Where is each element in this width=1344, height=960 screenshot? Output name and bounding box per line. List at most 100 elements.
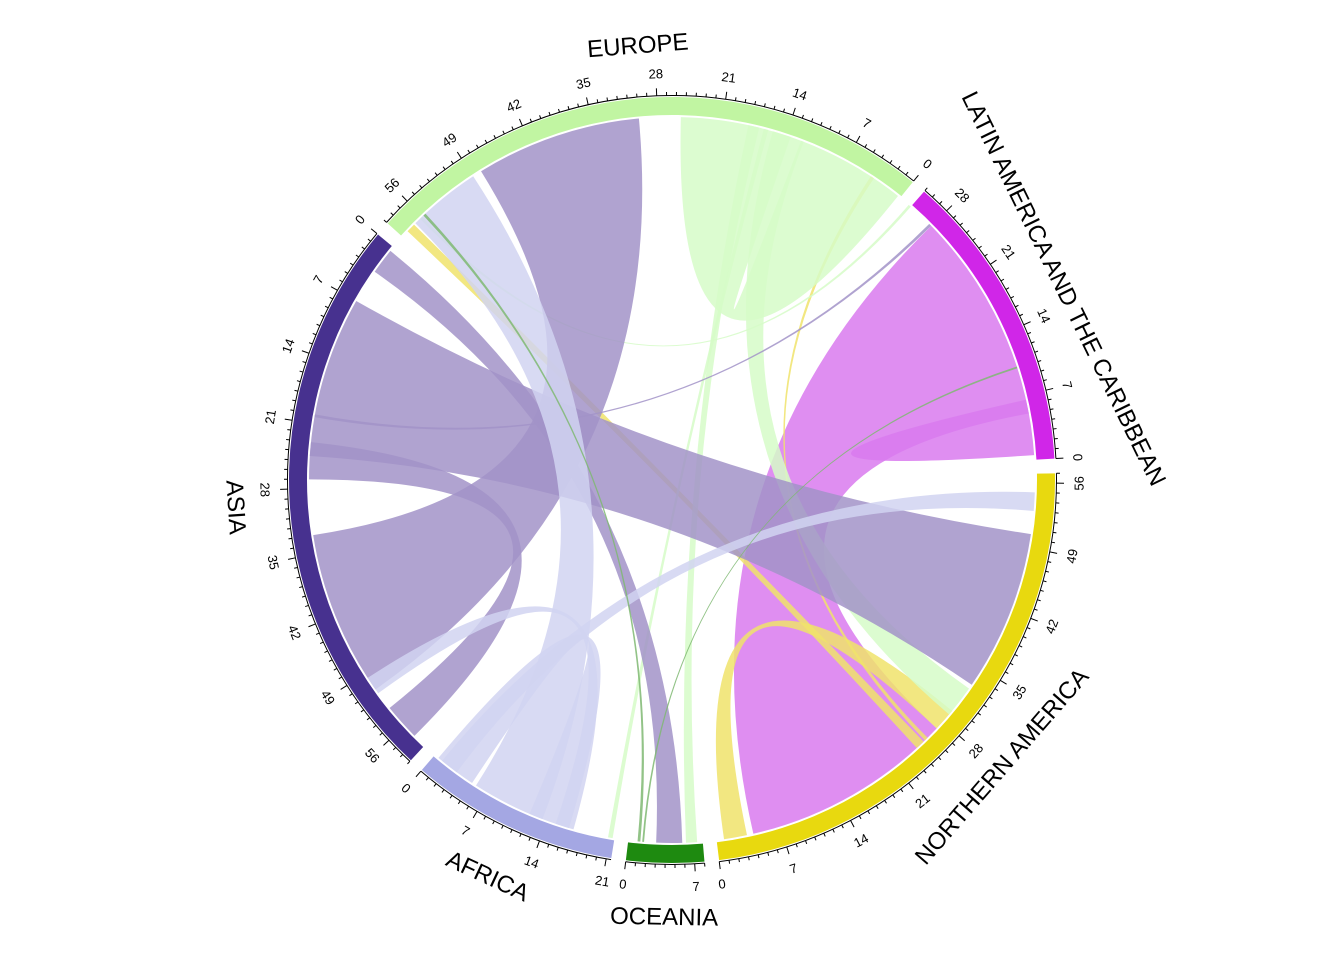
tick-label: 21 — [998, 242, 1019, 262]
tick-mark — [338, 676, 343, 680]
tick-label: 7 — [692, 879, 700, 894]
tick-mark — [820, 121, 823, 126]
link-16 — [438, 634, 601, 829]
tick-mark — [472, 811, 478, 819]
tick-mark — [366, 717, 371, 721]
tick-mark — [847, 134, 850, 139]
tick-mark — [586, 97, 589, 105]
tick-mark — [299, 370, 304, 373]
tick-mark — [329, 296, 334, 300]
tick-mark — [811, 118, 814, 122]
tick-mark — [767, 852, 770, 856]
sector-name: EUROPE — [586, 28, 689, 63]
tick-mark — [284, 418, 293, 421]
tick-mark — [884, 800, 887, 804]
tick-mark — [1037, 599, 1041, 602]
tick-mark — [938, 756, 942, 761]
tick-label: 28 — [257, 482, 272, 497]
tick-mark — [748, 856, 750, 861]
tick-mark — [315, 632, 320, 635]
tick-mark — [738, 858, 740, 863]
sector-axis — [924, 190, 1057, 459]
tick-label: 7 — [1059, 380, 1075, 391]
tick-mark — [1034, 608, 1038, 611]
sector-axis — [386, 95, 915, 223]
tick-label: 21 — [912, 790, 933, 811]
sector-3: 0 7 14 21 28 35 42 49 56 ASIA — [220, 212, 424, 766]
tick-mark — [301, 350, 310, 354]
tick-label: 49 — [318, 687, 338, 707]
tick-label: 49 — [1063, 548, 1080, 565]
tick-mark — [1034, 350, 1039, 353]
tick-mark — [312, 332, 317, 336]
tick-label: 56 — [1072, 476, 1087, 491]
tick-mark — [786, 846, 790, 855]
tick-mark — [757, 854, 760, 859]
tick-mark — [850, 820, 855, 828]
tick-mark — [319, 641, 324, 644]
tick-mark — [330, 286, 338, 291]
tick-mark — [340, 684, 348, 690]
tick-mark — [308, 342, 313, 345]
sector-band — [289, 234, 424, 761]
tick-mark — [290, 409, 294, 411]
tick-mark — [575, 852, 578, 857]
tick-label: 28 — [648, 66, 663, 82]
tick-mark — [441, 789, 445, 793]
tick-mark — [1049, 408, 1054, 411]
tick-mark — [1043, 379, 1047, 382]
tick-mark — [744, 98, 747, 103]
tick-mark — [977, 712, 981, 716]
tick-mark — [434, 172, 438, 176]
tick-mark — [1019, 313, 1024, 317]
tick-mark — [763, 103, 766, 107]
tick-mark — [596, 99, 599, 103]
tick-mark — [1040, 369, 1045, 372]
tick-mark — [493, 135, 496, 139]
tick-mark — [1047, 561, 1052, 563]
tick-mark — [519, 833, 522, 838]
tick-mark — [518, 118, 523, 127]
tick-mark — [855, 135, 861, 143]
tick-mark — [302, 361, 307, 364]
tick-mark — [425, 777, 429, 781]
tick-mark — [539, 115, 542, 119]
tick-mark — [908, 782, 914, 790]
tick-mark — [1047, 398, 1052, 401]
tick-mark — [367, 238, 371, 242]
tick-mark — [946, 205, 953, 212]
tick-mark — [370, 228, 378, 234]
tick-mark — [449, 795, 453, 799]
tick-mark — [566, 849, 569, 854]
tick-mark — [832, 829, 835, 833]
tick-mark — [411, 191, 415, 195]
tick-mark — [419, 184, 423, 189]
tick-mark — [483, 816, 487, 820]
tick-mark — [457, 800, 461, 805]
tick-mark — [958, 735, 965, 742]
tick-mark — [328, 659, 333, 662]
tick-mark — [864, 144, 868, 148]
tick-mark — [399, 754, 404, 758]
tick-mark — [360, 709, 365, 713]
tick-mark — [624, 861, 627, 870]
tick-mark — [838, 130, 841, 134]
tick-mark — [450, 160, 454, 165]
link-7 — [608, 128, 769, 839]
link-10 — [309, 300, 1031, 685]
tick-mark — [913, 174, 919, 182]
tick-label: 21 — [721, 69, 737, 86]
sector-band — [421, 756, 615, 859]
tick-mark — [776, 849, 779, 854]
tick-mark — [492, 820, 495, 825]
tick-mark — [930, 763, 935, 767]
tick-mark — [548, 111, 551, 116]
sector-4: 0 7 14 21 28 35 42 49 56 EUROPE — [382, 28, 935, 236]
tick-mark — [945, 749, 949, 754]
tick-mark — [324, 650, 328, 653]
tick-label: 14 — [851, 831, 871, 851]
link-11 — [313, 118, 643, 690]
tick-mark — [344, 271, 348, 274]
tick-mark — [1004, 671, 1009, 674]
tick-mark — [924, 187, 928, 191]
